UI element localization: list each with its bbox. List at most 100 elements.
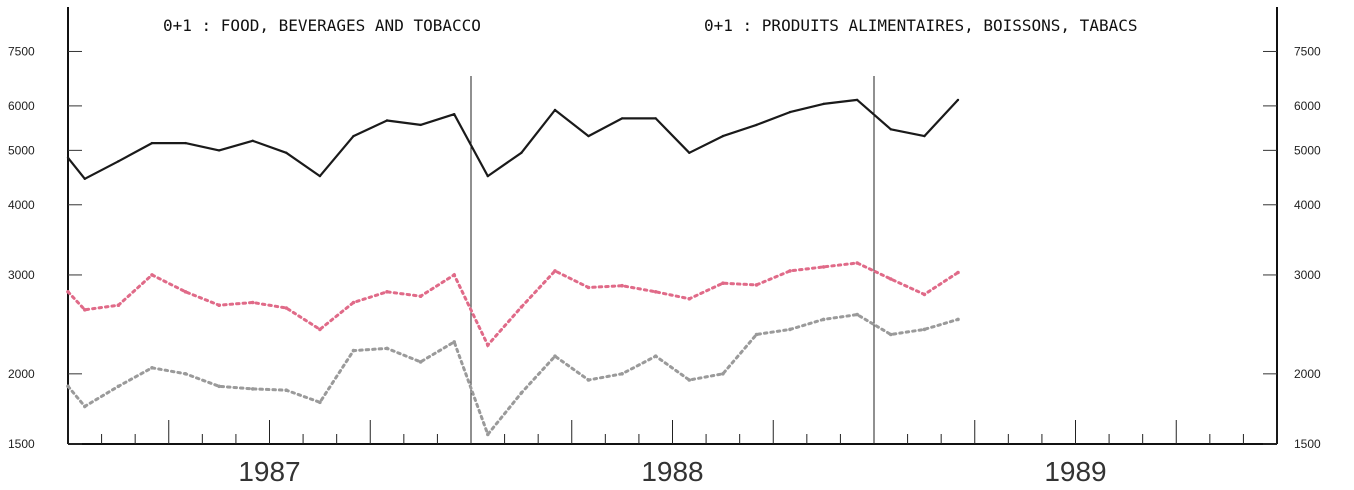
data-point [285,151,288,154]
data-point [687,378,692,382]
data-point [66,156,70,159]
data-point [116,384,121,389]
data-point [653,290,658,294]
data-point [250,300,255,305]
data-point [922,327,927,332]
y-tick-label-left: 6000 [8,99,35,113]
y-tick-label-right: 6000 [1294,99,1321,113]
data-point [956,270,960,275]
data-point [654,117,657,120]
data-point [855,312,859,317]
data-point [418,294,423,299]
data-point [620,372,624,376]
data-point [318,174,322,178]
data-point [150,366,154,370]
data-point [183,290,188,294]
data-point [856,98,859,102]
data-point [553,269,557,273]
data-point [922,292,927,297]
y-tick-label-left: 3000 [8,268,35,282]
data-point [620,283,624,288]
data-point [822,102,825,106]
data-point [553,354,557,359]
data-point [486,174,489,178]
series-2-dotted-line [66,261,960,348]
data-point [452,340,457,344]
y-tick-label-left: 4000 [8,198,35,212]
data-point [318,327,322,332]
y-tick-label-right: 7500 [1294,44,1321,58]
data-point [923,134,926,138]
data-point [889,277,893,281]
data-point [688,151,691,154]
data-point [721,134,725,138]
data-point [418,360,423,364]
data-point [586,378,591,382]
y-tick-label-right: 5000 [1294,143,1321,157]
data-point [721,281,725,286]
data-point [889,128,892,131]
y-tick-label-left: 2000 [8,367,35,381]
data-point [217,384,221,389]
data-point [452,273,457,277]
series-1-line [67,98,959,180]
data-point [519,305,524,309]
data-point [351,348,356,353]
labels: 0+1 : FOOD, BEVERAGES AND TOBACCO 0+1 : … [163,16,1137,35]
y-tick-label-right: 3000 [1294,268,1321,282]
chart-title-french: 0+1 : PRODUITS ALIMENTAIRES, BOISSONS, T… [704,16,1137,35]
data-point [183,372,188,376]
series-1 [66,98,960,180]
data-point [284,388,289,393]
data-point [519,391,524,395]
data-point [83,404,87,409]
data-point [419,123,422,127]
data-point [385,290,389,294]
series-3 [66,312,960,438]
data-point [83,177,87,180]
y-tick-label-right: 2000 [1294,367,1321,381]
chart-title-english: 0+1 : FOOD, BEVERAGES AND TOBACCO [163,16,481,35]
data-point [889,332,893,337]
data-point [453,113,456,116]
data-point [83,308,87,312]
data-point [150,273,154,277]
year-label: 1988 [641,456,703,487]
series-group [66,98,960,438]
data-point [855,261,859,265]
data-point [788,327,792,332]
data-point [66,290,70,294]
data-point [184,141,187,145]
data-point [620,117,624,120]
data-point [586,285,591,290]
y-tick-label-left: 1500 [8,437,35,451]
data-point [66,384,70,389]
data-point [754,332,759,337]
data-point [217,149,221,152]
data-point [116,303,121,308]
year-label: 1989 [1044,456,1106,487]
data-point [821,317,826,322]
data-point [956,98,960,102]
y-tick-label-right: 1500 [1294,437,1321,451]
chart-frame [67,7,1278,445]
data-point [721,372,725,376]
year-dividers [470,76,875,444]
data-point [351,300,356,305]
data-point [956,317,960,322]
data-point [217,303,221,308]
series-2 [66,261,960,348]
data-point [385,119,389,122]
y-tick-label-left: 5000 [8,143,35,157]
data-point [150,141,154,145]
data-point [755,123,758,127]
data-point [553,108,557,112]
y-tick-label-left: 7500 [8,44,35,58]
data-point [821,265,826,269]
data-point [788,269,792,273]
data-point [587,134,590,138]
data-point [486,432,490,437]
data-point [788,110,792,114]
